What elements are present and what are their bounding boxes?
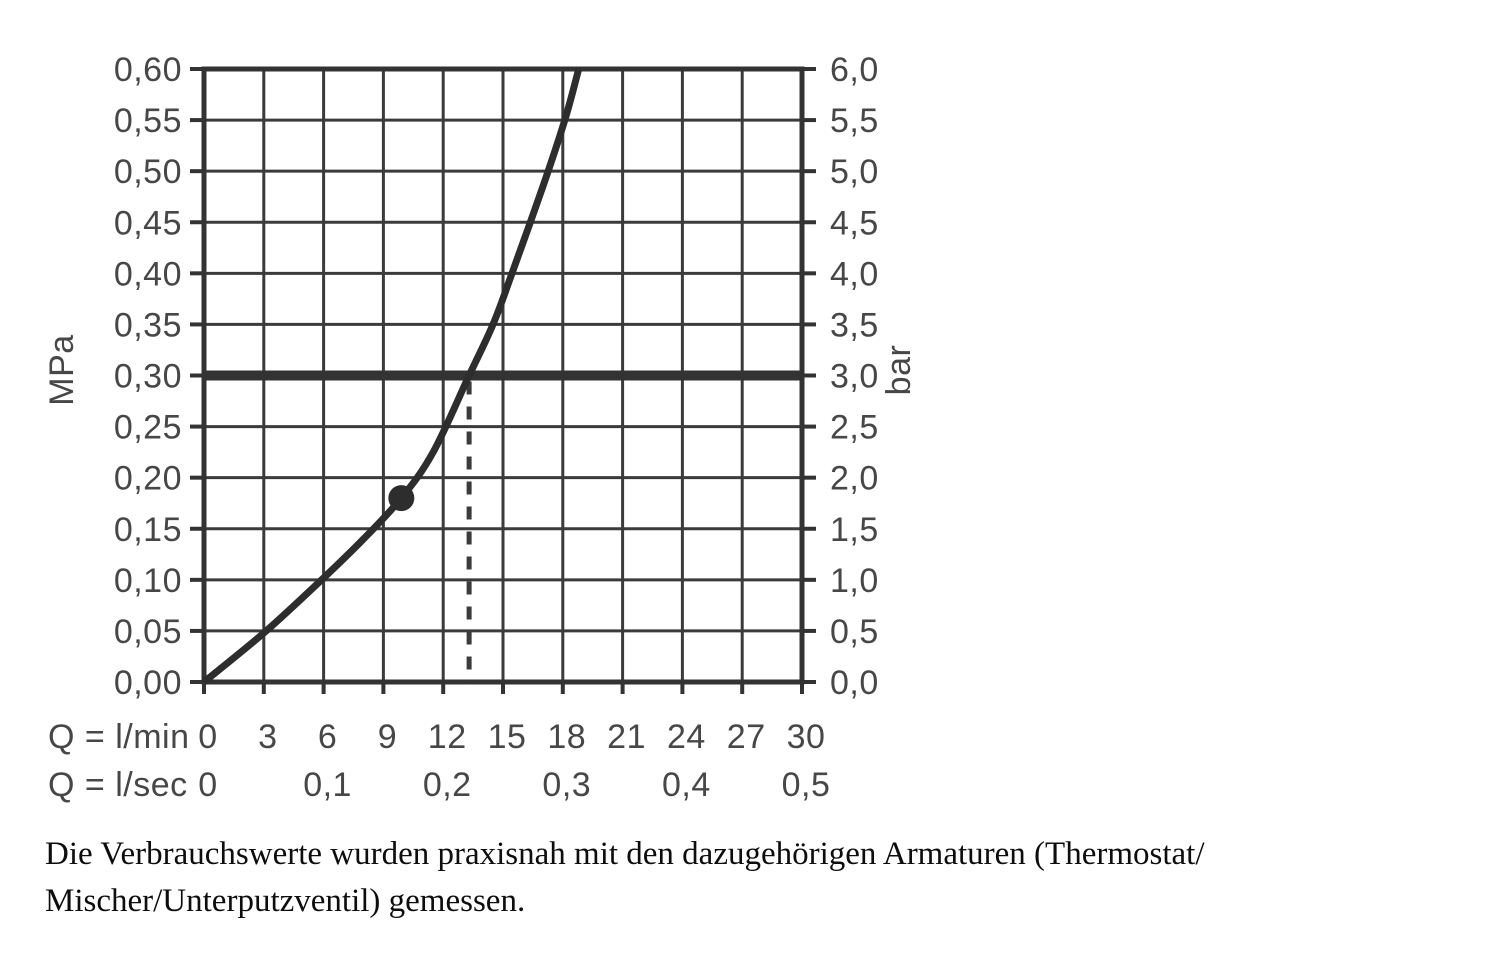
tick-label-lsec: 0,2 [423,766,472,804]
grid-lines [204,69,802,682]
tick-label-lsec: 0,4 [662,766,711,804]
tick-label-lmin: 12 [428,718,467,756]
tick-label-mpa: 0,40 [114,255,182,293]
tick-label-bar: 1,5 [830,511,879,549]
tick-label-lmin: 15 [488,718,527,756]
tick-label-lmin: 21 [607,718,646,756]
tick-label-lmin: 3 [258,718,277,756]
tick-label-mpa: 0,05 [114,613,182,651]
caption-line-2: Mischer/Unterputzventil) gemessen. [45,883,526,919]
tick-label-bar: 4,5 [830,204,879,242]
tick-label-bar: 6,0 [830,51,879,89]
tick-label-bar: 1,0 [830,562,879,600]
tick-label-mpa: 0,45 [114,204,182,242]
tick-label-lsec: 0,3 [542,766,591,804]
tick-label-bar: 5,0 [830,153,879,191]
axis-ticks [190,67,816,694]
caption-text: Die Verbrauchswerte wurden praxisnah mit… [45,831,1475,925]
tick-label-bar: 0,5 [830,613,879,651]
tick-label-bar: 2,0 [830,460,879,498]
tick-label-lsec: 0,5 [782,766,831,804]
tick-label-mpa: 0,60 [114,51,182,89]
tick-label-mpa: 0,15 [114,511,182,549]
x-axis-label-lmin: Q = l/min [48,718,189,756]
tick-label-bar: 3,0 [830,358,879,396]
tick-label-lmin: 18 [547,718,586,756]
operating-point-marker [388,485,415,512]
tick-label-lsec: 0,1 [303,766,352,804]
tick-label-lmin: 24 [667,718,706,756]
tick-label-mpa: 0,50 [114,153,182,191]
tick-label-lmin: 30 [787,718,826,756]
tick-label-lmin: 0 [198,718,217,756]
tick-label-bar: 3,5 [830,306,879,344]
tick-label-bar: 5,5 [830,102,879,140]
tick-label-lmin: 6 [318,718,337,756]
x-axis-label-lsec: Q = l/sec [48,766,188,804]
tick-label-lsec: 0 [198,766,217,804]
tick-label-mpa: 0,20 [114,460,182,498]
tick-label-mpa: 0,10 [114,562,182,600]
tick-label-mpa: 0,25 [114,409,182,447]
right-axis-unit: bar [880,345,918,396]
caption-line-1: Die Verbrauchswerte wurden praxisnah mit… [45,836,1205,872]
flow-rate-chart: 0,000,050,100,150,200,250,300,350,400,45… [43,51,918,804]
tick-label-bar: 0,0 [830,664,879,702]
tick-label-bar: 4,0 [830,255,879,293]
tick-label-lmin: 9 [378,718,397,756]
tick-label-mpa: 0,30 [114,358,182,396]
tick-labels: 0,000,050,100,150,200,250,300,350,400,45… [114,51,879,804]
tick-label-mpa: 0,35 [114,306,182,344]
tick-label-mpa: 0,00 [114,664,182,702]
tick-label-mpa: 0,55 [114,102,182,140]
tick-label-bar: 2,5 [830,409,879,447]
flow-curve [201,68,583,685]
tick-label-lmin: 27 [727,718,766,756]
left-axis-unit: MPa [43,334,81,405]
chart-annotations [201,68,802,685]
